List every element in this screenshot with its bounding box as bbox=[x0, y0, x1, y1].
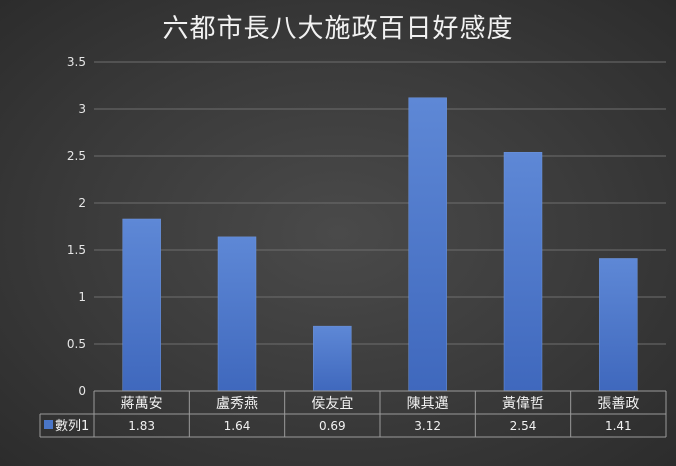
value-label: 1.83 bbox=[128, 419, 155, 433]
y-tick-label: 3 bbox=[78, 102, 86, 116]
legend-swatch bbox=[44, 420, 53, 429]
category-label: 盧秀燕 bbox=[216, 396, 258, 412]
bars bbox=[122, 97, 638, 392]
value-label: 1.64 bbox=[224, 419, 251, 433]
gridlines bbox=[94, 61, 666, 392]
bar bbox=[408, 97, 447, 392]
y-tick-label: 0 bbox=[78, 384, 86, 398]
category-label: 黃偉哲 bbox=[502, 396, 544, 412]
category-label: 陳其邁 bbox=[407, 396, 449, 412]
bar bbox=[217, 236, 257, 392]
bar bbox=[122, 218, 161, 392]
category-label: 侯友宜 bbox=[311, 396, 353, 412]
y-axis-ticks: 0 0.5 1 1.5 2 2.5 3 3.5 bbox=[67, 55, 86, 398]
bar bbox=[503, 151, 543, 392]
data-table: 蔣萬安 1.83 盧秀燕 1.64 侯友宜 0.69 陳其邁 3.12 黃偉哲 2.54 張善政 1.… bbox=[39, 390, 667, 438]
value-label: 1.41 bbox=[605, 419, 632, 433]
y-tick-label: 2.5 bbox=[67, 149, 86, 163]
legend-series-name: 數列1 bbox=[55, 419, 89, 434]
category-label: 蔣萬安 bbox=[121, 396, 163, 412]
value-label: 3.12 bbox=[414, 419, 441, 433]
category-label: 張善政 bbox=[597, 396, 639, 412]
bar bbox=[313, 325, 352, 392]
y-tick-label: 2 bbox=[78, 196, 86, 210]
y-tick-label: 3.5 bbox=[67, 55, 86, 69]
y-tick-label: 0.5 bbox=[67, 337, 86, 351]
value-label: 2.54 bbox=[510, 419, 537, 433]
value-label: 0.69 bbox=[319, 419, 346, 433]
y-tick-label: 1.5 bbox=[67, 243, 86, 257]
chart-title: 六都市長八大施政百日好感度 bbox=[162, 14, 514, 44]
bar bbox=[599, 258, 638, 392]
y-tick-label: 1 bbox=[78, 290, 86, 304]
